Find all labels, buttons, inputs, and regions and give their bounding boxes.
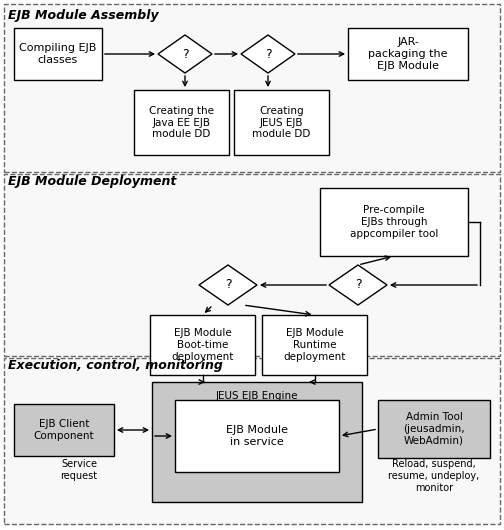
Bar [134, 90, 229, 155]
Text: Reload, suspend,
resume, undeploy,
monitor: Reload, suspend, resume, undeploy, monit… [389, 460, 480, 492]
Text: Creating
JEUS EJB
module DD: Creating JEUS EJB module DD [253, 106, 310, 139]
Text: EJB Client
Component: EJB Client Component [34, 419, 94, 441]
Bar [320, 188, 468, 256]
Polygon shape [199, 265, 257, 305]
Text: EJB Module Assembly: EJB Module Assembly [8, 10, 159, 22]
Text: Pre-compile
EJBs through
appcompiler tool: Pre-compile EJBs through appcompiler too… [350, 206, 438, 238]
Text: JAR-
packaging the
EJB Module: JAR- packaging the EJB Module [368, 38, 448, 70]
Text: EJB Module
Boot-time
deployment: EJB Module Boot-time deployment [171, 329, 234, 361]
Text: EJB Module
Runtime
deployment: EJB Module Runtime deployment [283, 329, 346, 361]
Bar [14, 28, 102, 80]
Polygon shape [241, 35, 295, 73]
Bar [150, 315, 255, 375]
Bar [4, 4, 500, 172]
Text: Service
request: Service request [60, 459, 98, 481]
Text: Compiling EJB
classes: Compiling EJB classes [19, 43, 97, 65]
Text: EJB Module Deployment: EJB Module Deployment [8, 175, 176, 189]
Text: Execution, control, monitoring: Execution, control, monitoring [8, 359, 223, 373]
Text: ?: ? [181, 48, 188, 60]
Polygon shape [329, 265, 387, 305]
Bar [4, 358, 500, 524]
Bar [262, 315, 367, 375]
Bar [4, 174, 500, 356]
Text: ?: ? [355, 278, 361, 292]
Bar [348, 28, 468, 80]
Polygon shape [158, 35, 212, 73]
Text: Creating the
Java EE EJB
module DD: Creating the Java EE EJB module DD [149, 106, 214, 139]
Bar [14, 404, 114, 456]
Bar [175, 400, 339, 472]
Text: Admin Tool
(jeusadmin,
WebAdmin): Admin Tool (jeusadmin, WebAdmin) [403, 412, 465, 446]
Text: ?: ? [225, 278, 231, 292]
Bar [378, 400, 490, 458]
Text: EJB Module
in service: EJB Module in service [226, 425, 288, 447]
Bar [152, 382, 362, 502]
Text: JEUS EJB Engine: JEUS EJB Engine [216, 391, 298, 401]
Text: ?: ? [265, 48, 271, 60]
Bar [234, 90, 329, 155]
